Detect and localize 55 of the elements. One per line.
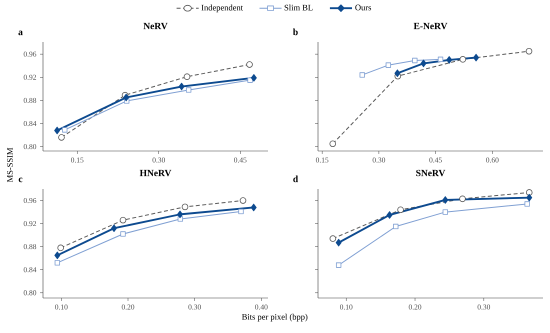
point [178, 82, 185, 90]
point [526, 48, 532, 55]
point [446, 56, 452, 64]
point [459, 196, 466, 202]
point [397, 206, 404, 214]
point [184, 73, 190, 80]
text: d [293, 176, 298, 182]
point [329, 140, 336, 148]
point [246, 61, 253, 68]
point [120, 216, 126, 224]
point [393, 224, 398, 230]
point [420, 60, 426, 68]
y-axis-title: MS-SSIM [7, 148, 13, 182]
text: a [18, 30, 23, 36]
point [386, 62, 392, 68]
point [524, 201, 530, 207]
legend-label: Slim BL [284, 4, 313, 10]
legend-label: Ours [355, 4, 372, 10]
x-axis-title: Bits per pixel (bpp) [242, 314, 308, 322]
point [54, 126, 60, 134]
point [336, 238, 342, 246]
chart-title: SNeRV [416, 170, 446, 176]
point [330, 235, 336, 242]
text: c [18, 178, 22, 182]
point [250, 204, 257, 212]
point [336, 262, 342, 268]
point [460, 56, 466, 63]
chart-title: NeRV [144, 22, 168, 30]
point [526, 189, 533, 196]
text: b [292, 28, 298, 36]
point [412, 58, 418, 64]
legend-label: Independent [202, 4, 243, 12]
point [250, 74, 257, 82]
point [526, 194, 532, 202]
point [57, 244, 64, 252]
point [111, 224, 117, 232]
chart-title: E-NeRV [414, 22, 448, 30]
point [438, 56, 444, 62]
point [177, 210, 183, 218]
point [62, 127, 68, 133]
point [186, 87, 192, 93]
point [123, 94, 130, 102]
point [394, 69, 400, 78]
point [442, 196, 448, 204]
chart-title: HNeRV [140, 170, 172, 176]
point [54, 252, 60, 260]
point [58, 134, 65, 141]
point [360, 72, 365, 78]
point [182, 204, 188, 210]
point [54, 260, 60, 266]
point [473, 54, 480, 62]
point [247, 77, 253, 83]
point [386, 211, 393, 219]
point [442, 209, 448, 215]
point [240, 197, 246, 204]
